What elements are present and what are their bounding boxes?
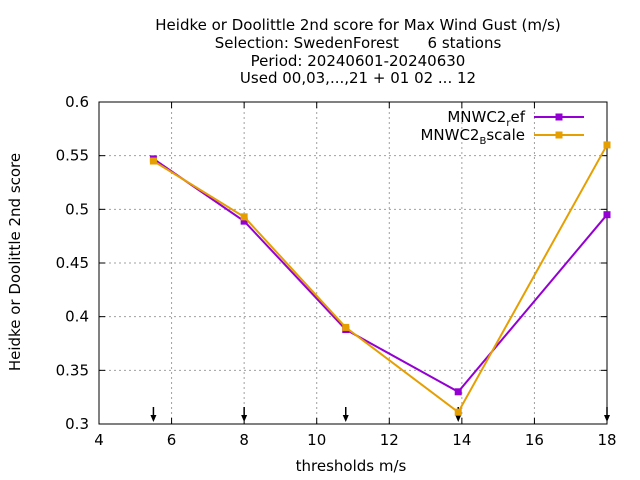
grid xyxy=(99,102,607,424)
chart-title: Heidke or Doolittle 2nd score for Max Wi… xyxy=(155,16,560,87)
x-tick-label: 18 xyxy=(597,431,616,449)
threshold-markers xyxy=(150,407,610,422)
series-line xyxy=(152,144,608,414)
data-point xyxy=(603,211,611,219)
legend-entry-1: MNWC2ref xyxy=(447,108,584,129)
legend-swatch-marker xyxy=(555,113,563,121)
data-point xyxy=(240,217,248,225)
data-point xyxy=(454,408,462,416)
x-tick-label: 4 xyxy=(94,431,104,449)
title-line-1: Heidke or Doolittle 2nd score for Max Wi… xyxy=(155,16,560,34)
data-point xyxy=(603,141,611,149)
x-tick-label: 12 xyxy=(380,431,399,449)
title-line-3: Period: 20240601-20240630 xyxy=(251,52,466,70)
data-point xyxy=(149,157,157,165)
title-line-2: Selection: SwedenForest 6 stations xyxy=(215,34,502,52)
y-tick-label: 0.5 xyxy=(65,200,89,218)
y-axis-label: Heidke or Doolittle 2nd score xyxy=(6,153,24,371)
title-line-4: Used 00,03,...,21 + 01 02 ... 12 xyxy=(240,69,476,87)
legend-label: MNWC2Bscale xyxy=(420,126,525,147)
x-axis-label: thresholds m/s xyxy=(296,457,407,475)
x-axis: 4 6 8 10 12 14 16 18 xyxy=(94,102,617,449)
y-tick-label: 0.4 xyxy=(65,308,89,326)
x-tick-label: 6 xyxy=(167,431,177,449)
x-tick-label: 14 xyxy=(452,431,471,449)
threshold-arrow xyxy=(241,407,248,422)
series-line xyxy=(152,158,608,394)
y-tick-label: 0.6 xyxy=(65,93,89,111)
data-point xyxy=(240,213,248,221)
y-tick-label: 0.3 xyxy=(65,415,89,433)
y-axis: 0.3 0.35 0.4 0.45 0.5 0.55 0.6 xyxy=(56,93,607,433)
y-tick-label: 0.55 xyxy=(56,147,89,165)
threshold-arrow xyxy=(150,407,157,422)
series-2 xyxy=(149,141,611,416)
x-tick-label: 8 xyxy=(239,431,249,449)
data-point xyxy=(342,323,350,331)
legend-label: MNWC2ref xyxy=(447,108,525,129)
y-tick-label: 0.45 xyxy=(56,254,89,272)
y-tick-label: 0.35 xyxy=(56,361,89,379)
x-tick-label: 10 xyxy=(307,431,326,449)
threshold-arrow xyxy=(604,407,610,422)
legend-entry-2: MNWC2Bscale xyxy=(420,126,584,147)
x-tick-label: 16 xyxy=(525,431,544,449)
data-point xyxy=(454,388,462,396)
series-lines xyxy=(149,141,611,416)
threshold-arrow xyxy=(342,407,349,422)
legend-swatch-marker xyxy=(555,131,563,139)
series-1 xyxy=(149,155,611,396)
